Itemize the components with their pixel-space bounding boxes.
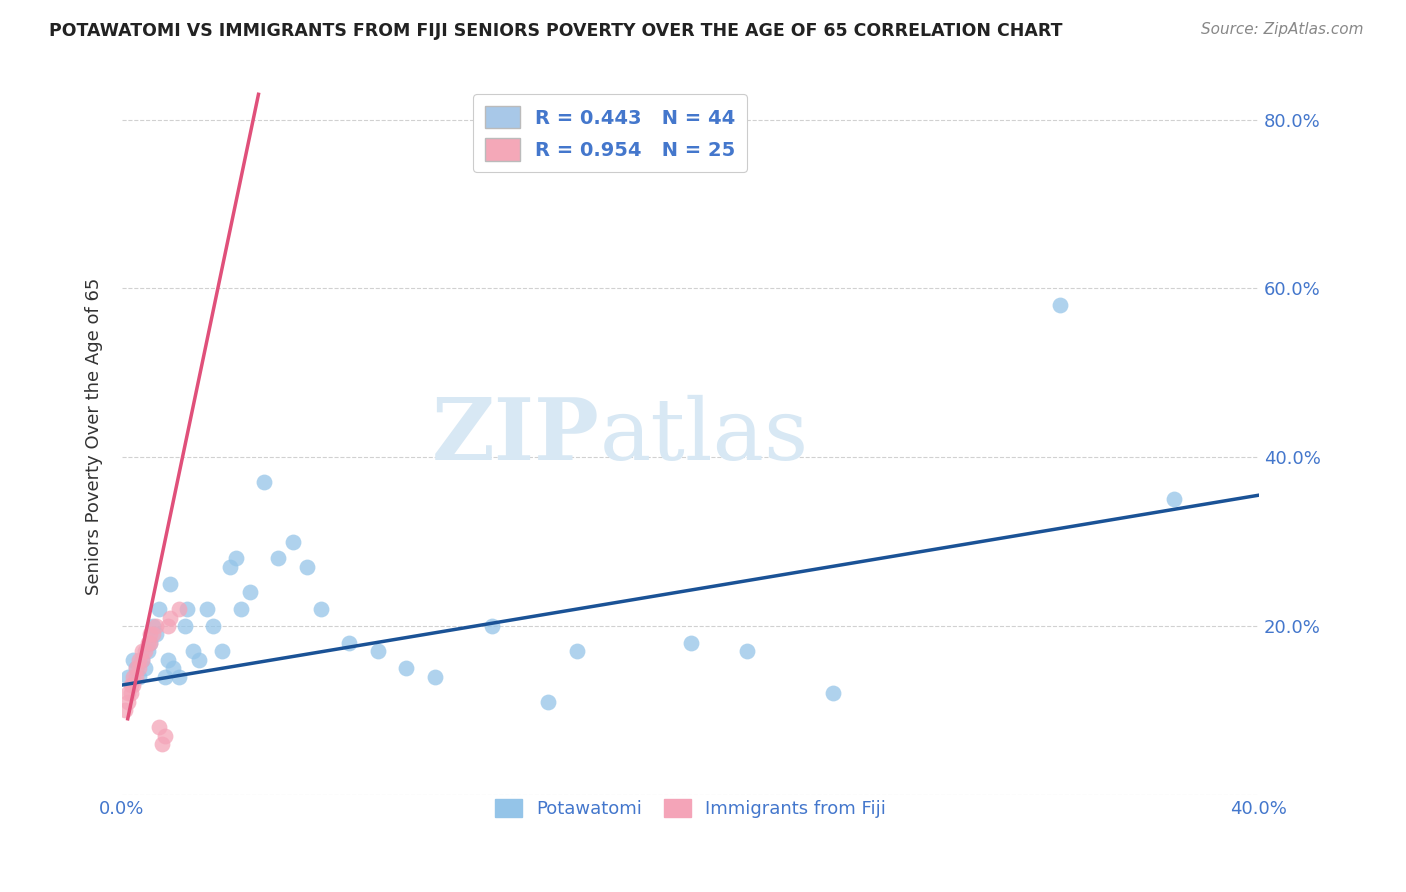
Point <box>139 636 162 650</box>
Legend: Potawatomi, Immigrants from Fiji: Potawatomi, Immigrants from Fiji <box>488 791 893 825</box>
Point <box>176 602 198 616</box>
Point <box>145 619 167 633</box>
Point <box>281 534 304 549</box>
Point <box>195 602 218 616</box>
Point <box>122 678 145 692</box>
Point <box>239 585 262 599</box>
Point <box>219 560 242 574</box>
Text: ZIP: ZIP <box>432 394 599 478</box>
Point <box>125 670 148 684</box>
Point <box>134 644 156 658</box>
Point <box>128 670 150 684</box>
Point <box>153 670 176 684</box>
Point <box>156 653 179 667</box>
Point <box>537 695 560 709</box>
Text: atlas: atlas <box>599 394 808 478</box>
Point <box>679 636 702 650</box>
Point <box>423 670 446 684</box>
Point <box>145 627 167 641</box>
Point <box>309 602 332 616</box>
Point <box>148 720 170 734</box>
Point <box>117 686 139 700</box>
Point <box>565 644 588 658</box>
Point <box>1163 492 1185 507</box>
Point <box>821 686 844 700</box>
Point <box>139 627 162 641</box>
Point <box>395 661 418 675</box>
Point <box>173 619 195 633</box>
Point <box>131 653 153 667</box>
Point <box>181 644 204 658</box>
Point <box>114 703 136 717</box>
Point <box>142 619 165 633</box>
Point <box>162 661 184 675</box>
Point <box>131 653 153 667</box>
Point <box>295 560 318 574</box>
Point <box>136 644 159 658</box>
Point <box>339 636 361 650</box>
Y-axis label: Seniors Poverty Over the Age of 65: Seniors Poverty Over the Age of 65 <box>86 277 103 595</box>
Point <box>150 737 173 751</box>
Point <box>120 678 142 692</box>
Point <box>737 644 759 658</box>
Point <box>167 670 190 684</box>
Point <box>136 636 159 650</box>
Point <box>211 644 233 658</box>
Point <box>128 661 150 675</box>
Point <box>267 551 290 566</box>
Text: POTAWATOMI VS IMMIGRANTS FROM FIJI SENIORS POVERTY OVER THE AGE OF 65 CORRELATIO: POTAWATOMI VS IMMIGRANTS FROM FIJI SENIO… <box>49 22 1063 40</box>
Point <box>159 610 181 624</box>
Point <box>156 619 179 633</box>
Point <box>134 661 156 675</box>
Point <box>153 729 176 743</box>
Point <box>201 619 224 633</box>
Point <box>167 602 190 616</box>
Point <box>120 686 142 700</box>
Point <box>187 653 209 667</box>
Point <box>367 644 389 658</box>
Point <box>159 576 181 591</box>
Point <box>1049 298 1071 312</box>
Point <box>253 475 276 490</box>
Point <box>139 636 162 650</box>
Point <box>122 670 145 684</box>
Point <box>131 644 153 658</box>
Point <box>231 602 253 616</box>
Point <box>125 661 148 675</box>
Point <box>225 551 247 566</box>
Point <box>142 627 165 641</box>
Point <box>481 619 503 633</box>
Point <box>148 602 170 616</box>
Point <box>122 653 145 667</box>
Point <box>128 653 150 667</box>
Text: Source: ZipAtlas.com: Source: ZipAtlas.com <box>1201 22 1364 37</box>
Point <box>125 661 148 675</box>
Point <box>117 695 139 709</box>
Point <box>117 670 139 684</box>
